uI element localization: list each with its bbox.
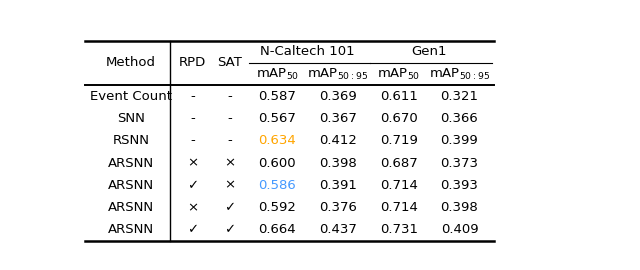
Text: 0.399: 0.399: [440, 134, 478, 147]
Text: RPD: RPD: [179, 56, 207, 69]
Text: ✓: ✓: [225, 201, 236, 214]
Text: ×: ×: [225, 157, 236, 170]
Text: 0.687: 0.687: [380, 157, 417, 170]
Text: 0.393: 0.393: [440, 179, 478, 192]
Text: 0.586: 0.586: [259, 179, 296, 192]
Text: 0.714: 0.714: [380, 201, 418, 214]
Text: SNN: SNN: [117, 112, 145, 125]
Text: mAP$_{50:95}$: mAP$_{50:95}$: [307, 66, 369, 82]
Text: 0.664: 0.664: [259, 223, 296, 236]
Text: 0.670: 0.670: [380, 112, 417, 125]
Text: 0.369: 0.369: [319, 90, 356, 103]
Text: 0.719: 0.719: [380, 134, 418, 147]
Text: 0.376: 0.376: [319, 201, 357, 214]
Text: Gen1: Gen1: [412, 45, 447, 58]
Text: Event Count: Event Count: [90, 90, 172, 103]
Text: ✓: ✓: [188, 223, 198, 236]
Text: ARSNN: ARSNN: [108, 223, 154, 236]
Text: ARSNN: ARSNN: [108, 201, 154, 214]
Text: RSNN: RSNN: [113, 134, 149, 147]
Text: 0.398: 0.398: [440, 201, 478, 214]
Text: 0.373: 0.373: [440, 157, 479, 170]
Text: ×: ×: [225, 179, 236, 192]
Text: 0.587: 0.587: [258, 90, 296, 103]
Text: 0.634: 0.634: [259, 134, 296, 147]
Text: SAT: SAT: [218, 56, 243, 69]
Text: 0.321: 0.321: [440, 90, 479, 103]
Text: -: -: [228, 134, 232, 147]
Text: 0.367: 0.367: [319, 112, 357, 125]
Text: -: -: [191, 112, 195, 125]
Text: -: -: [228, 90, 232, 103]
Text: -: -: [191, 134, 195, 147]
Text: ARSNN: ARSNN: [108, 179, 154, 192]
Text: 0.714: 0.714: [380, 179, 418, 192]
Text: 0.731: 0.731: [380, 223, 418, 236]
Text: 0.398: 0.398: [319, 157, 356, 170]
Text: Method: Method: [106, 56, 156, 69]
Text: 0.592: 0.592: [258, 201, 296, 214]
Text: 0.567: 0.567: [258, 112, 296, 125]
Text: ×: ×: [188, 157, 198, 170]
Text: mAP$_{50:95}$: mAP$_{50:95}$: [429, 66, 490, 82]
Text: 0.600: 0.600: [259, 157, 296, 170]
Text: mAP$_{50}$: mAP$_{50}$: [255, 66, 299, 82]
Text: 0.611: 0.611: [380, 90, 418, 103]
Text: 0.409: 0.409: [440, 223, 478, 236]
Text: 0.366: 0.366: [440, 112, 478, 125]
Text: ✓: ✓: [225, 223, 236, 236]
Text: 0.391: 0.391: [319, 179, 357, 192]
Text: -: -: [191, 90, 195, 103]
Text: 0.437: 0.437: [319, 223, 357, 236]
Text: ARSNN: ARSNN: [108, 157, 154, 170]
Text: ✓: ✓: [188, 179, 198, 192]
Text: ×: ×: [188, 201, 198, 214]
Text: -: -: [228, 112, 232, 125]
Text: N-Caltech 101: N-Caltech 101: [260, 45, 355, 58]
Text: 0.412: 0.412: [319, 134, 357, 147]
Text: mAP$_{50}$: mAP$_{50}$: [377, 66, 420, 82]
